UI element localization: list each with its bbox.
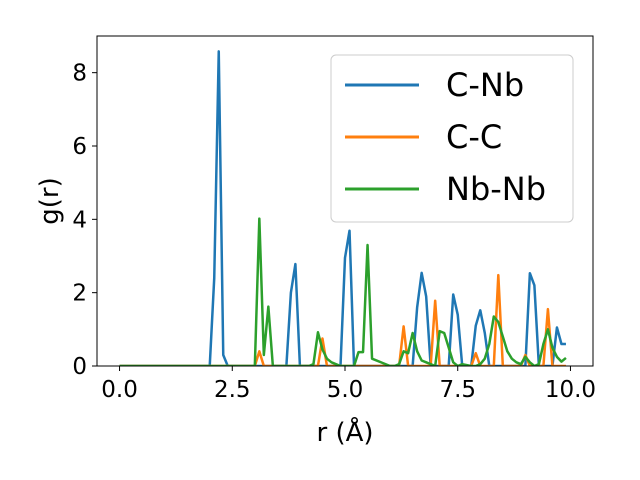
legend-box [330, 54, 574, 223]
x-axis-label: r (Å) [316, 416, 373, 448]
x-tick-label: 0.0 [101, 377, 138, 403]
series-layer [119, 50, 567, 366]
legend-label: Nb-Nb [446, 170, 546, 208]
legend: C-Nb C-C Nb-Nb [330, 54, 574, 223]
x-tick-label: 7.5 [439, 377, 476, 403]
x-tick-label: 2.5 [214, 377, 251, 403]
y-axis: 0 2 4 6 8 [72, 61, 97, 380]
y-tick-label: 0 [72, 354, 87, 380]
series-line-nb-nb [119, 217, 567, 366]
y-tick-label: 2 [72, 281, 87, 307]
y-tick-label: 4 [72, 207, 87, 233]
x-tick-label: 10.0 [545, 377, 596, 403]
x-tick-label: 5.0 [327, 377, 364, 403]
y-axis-label: g(r) [35, 177, 65, 224]
series-line-c-nb [119, 50, 566, 366]
y-tick-label: 8 [72, 61, 87, 87]
legend-label: C-Nb [446, 66, 524, 104]
legend-label: C-C [446, 118, 502, 156]
y-tick-label: 6 [72, 134, 87, 160]
x-axis: 0.0 2.5 5.0 7.5 10.0 [101, 366, 596, 403]
